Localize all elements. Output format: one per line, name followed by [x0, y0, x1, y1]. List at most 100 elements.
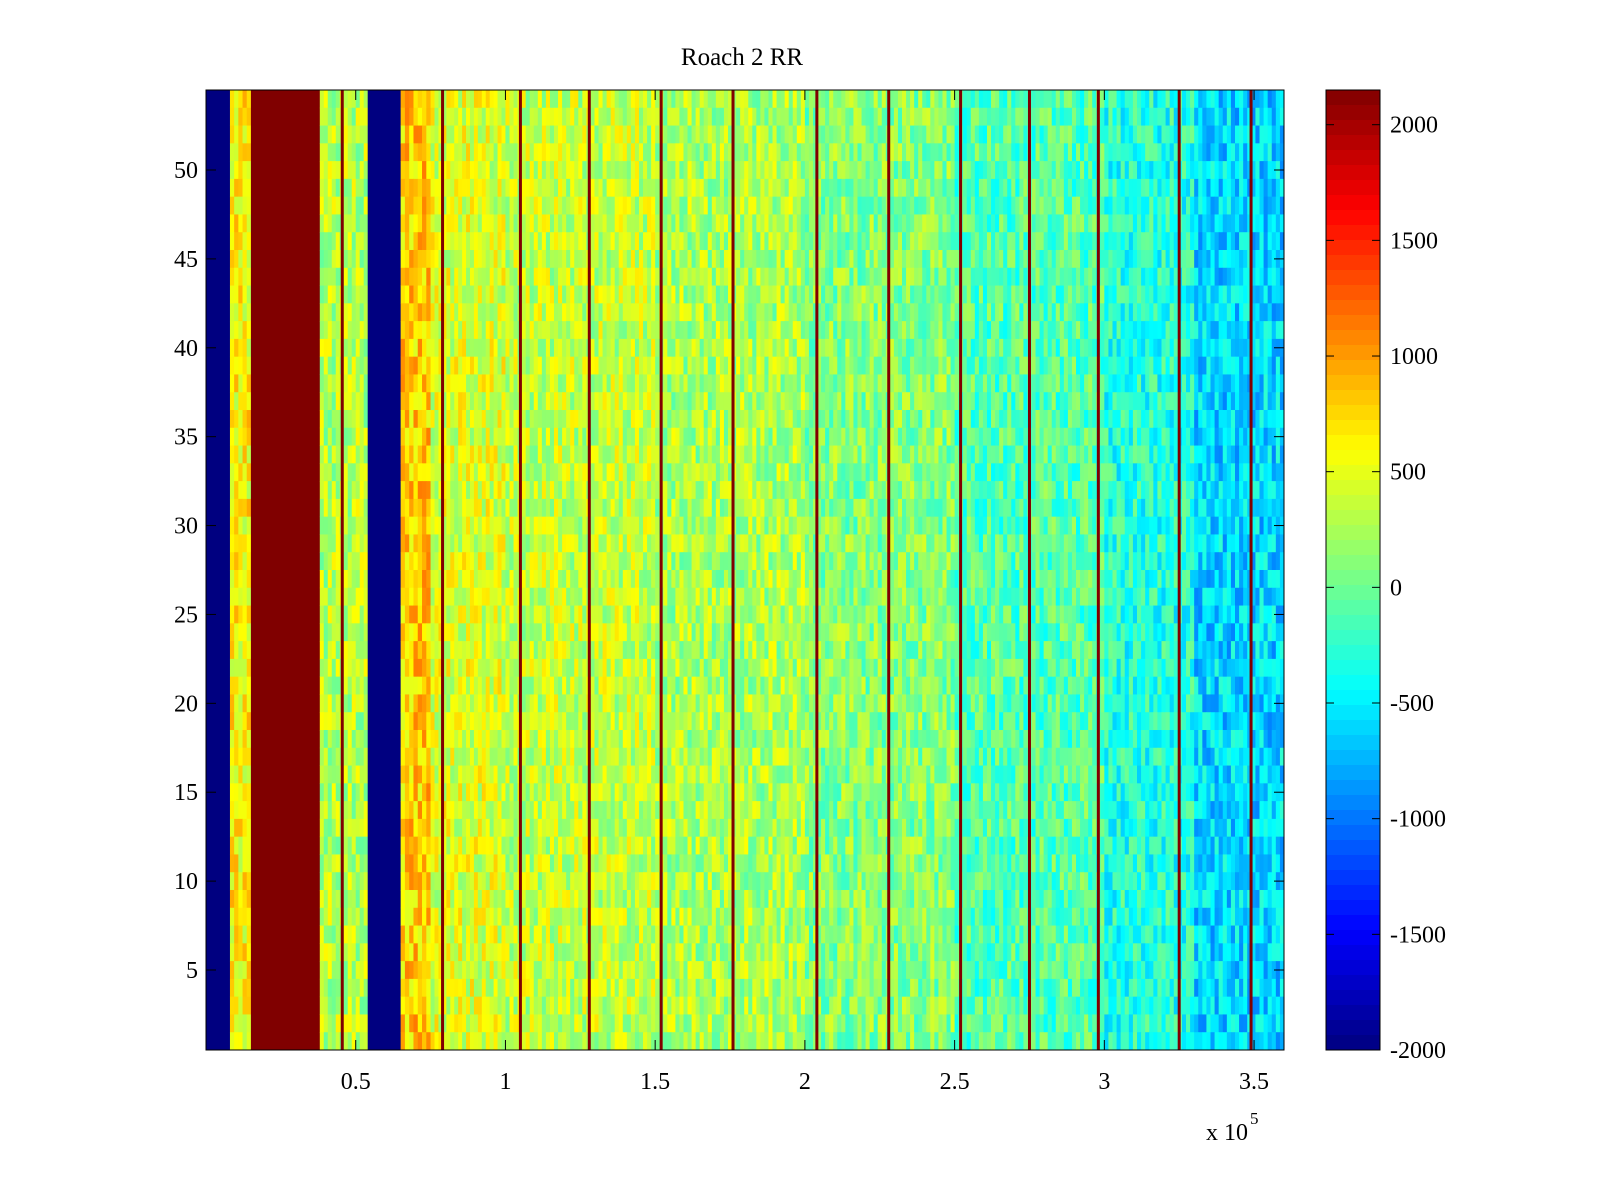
heatmap-cell	[323, 1032, 329, 1051]
heatmap-cell	[679, 90, 684, 109]
heatmap-cell	[466, 516, 471, 535]
heatmap-cell	[509, 907, 514, 926]
heatmap-cell	[434, 1032, 439, 1051]
heatmap-cell	[359, 232, 365, 251]
heatmap-cell	[796, 107, 802, 126]
heatmap-cell	[438, 730, 443, 749]
heatmap-cell	[570, 978, 575, 998]
heatmap-cell	[614, 676, 620, 695]
heatmap-cell	[618, 818, 624, 838]
heatmap-cell	[489, 1032, 495, 1051]
heatmap-cell	[549, 321, 555, 340]
heatmap-cell	[458, 818, 463, 838]
heatmap-cell	[242, 250, 248, 269]
heatmap-cell	[723, 356, 729, 375]
heatmap-cell	[485, 1032, 491, 1051]
heatmap-cell	[723, 232, 729, 251]
heatmap-cell	[442, 676, 447, 695]
heatmap-cell	[434, 890, 439, 909]
heatmap-cell	[610, 694, 616, 713]
heatmap-cell	[462, 836, 467, 855]
heatmap-cell	[598, 463, 603, 482]
heatmap-cell	[359, 676, 365, 695]
heatmap-cell	[671, 161, 676, 180]
heatmap-cell	[788, 161, 794, 180]
heatmap-cell	[355, 783, 361, 802]
heatmap-cell	[473, 107, 479, 126]
heatmap-cell	[450, 107, 455, 126]
heatmap-cell	[663, 392, 668, 411]
heatmap-cell	[792, 321, 798, 340]
heatmap-cell	[238, 232, 243, 251]
heatmap-cell	[335, 125, 341, 144]
heatmap-cell	[533, 854, 539, 873]
heatmap-cell	[618, 90, 624, 109]
heatmap-cell	[229, 534, 235, 553]
heatmap-cell	[446, 427, 451, 446]
heatmap-cell	[541, 925, 547, 944]
heatmap-cell	[234, 872, 239, 891]
heatmap-cell	[458, 196, 463, 215]
heatmap-cell	[497, 943, 502, 962]
heatmap-cell	[434, 1014, 439, 1033]
heatmap-cell	[554, 338, 559, 358]
heatmap-cell	[630, 747, 636, 766]
heatmap-cell	[343, 392, 349, 411]
heatmap-cell	[590, 872, 595, 891]
heatmap-cell	[489, 836, 495, 855]
heatmap-cell	[792, 161, 798, 180]
heatmap-cell	[509, 427, 514, 446]
heatmap-cell	[462, 552, 467, 571]
heatmap-cell	[626, 232, 632, 251]
heatmap-cell	[450, 961, 455, 980]
heatmap-cell	[497, 481, 502, 500]
heatmap-cell	[434, 427, 439, 446]
heatmap-cell	[606, 143, 612, 162]
heatmap-cell	[454, 890, 459, 909]
heatmap-cell	[630, 978, 636, 998]
heatmap-cell	[434, 178, 439, 198]
heatmap-cell	[537, 730, 543, 749]
heatmap-cell	[434, 267, 439, 286]
heatmap-cell	[363, 730, 369, 749]
heatmap-cell	[234, 516, 239, 535]
heatmap-cell	[525, 801, 531, 820]
heatmap-cell	[319, 161, 325, 180]
heatmap-cell	[469, 516, 475, 535]
heatmap-cell	[400, 107, 406, 126]
heatmap-cell	[638, 303, 644, 322]
heatmap-cell	[493, 978, 498, 998]
heatmap-cell	[606, 641, 612, 660]
heatmap-cell	[533, 232, 539, 251]
heatmap-cell	[723, 303, 729, 322]
heatmap-cell	[469, 250, 475, 269]
heatmap-cell	[578, 730, 583, 749]
heatmap-cell	[234, 943, 239, 962]
heatmap-cell	[485, 392, 491, 411]
heatmap-cell	[481, 214, 487, 233]
heatmap-cell	[363, 658, 369, 678]
heatmap-cell	[493, 801, 498, 820]
heatmap-cell	[594, 730, 599, 749]
heatmap-cell	[776, 267, 782, 286]
heatmap-cell	[695, 214, 701, 233]
heatmap-cell	[756, 178, 761, 198]
heatmap-cell	[582, 267, 587, 286]
heatmap-cell	[343, 445, 349, 464]
heatmap-cell	[422, 747, 427, 766]
heatmap-cell	[501, 961, 506, 980]
heatmap-cell	[238, 907, 243, 926]
heatmap-cell	[578, 481, 583, 500]
heatmap-cell	[598, 730, 603, 749]
heatmap-cell	[347, 196, 353, 215]
heatmap-cell	[663, 250, 668, 269]
heatmap-cell	[537, 943, 543, 962]
heatmap-cell	[711, 196, 717, 215]
heatmap-cell	[703, 338, 709, 358]
heatmap-cell	[331, 605, 337, 624]
heatmap-cell	[606, 303, 612, 322]
heatmap-cell	[400, 854, 406, 873]
heatmap-cell	[351, 463, 357, 482]
heatmap-cell	[549, 872, 555, 891]
heatmap-cell	[335, 481, 341, 500]
